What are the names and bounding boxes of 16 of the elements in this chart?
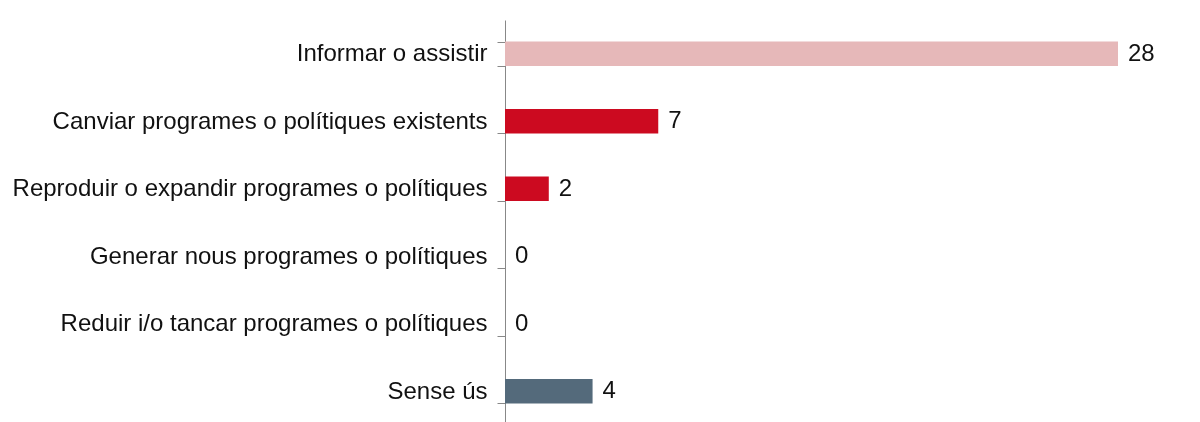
data-label: 7 bbox=[668, 106, 682, 134]
y-tick-label: Sense ús bbox=[387, 376, 488, 404]
data-label: 0 bbox=[515, 241, 529, 269]
data-label: 2 bbox=[558, 173, 573, 201]
y-tick-label: Informar o assistir bbox=[296, 39, 488, 67]
y-tick-label: Generar nous programes o polítiques bbox=[89, 241, 488, 269]
data-label: 0 bbox=[515, 308, 529, 336]
bar bbox=[505, 176, 549, 201]
data-label: 4 bbox=[602, 376, 616, 404]
y-tick-label: Reduir i/o tancar programes o polítiques bbox=[60, 309, 488, 337]
bar bbox=[505, 41, 1118, 66]
data-label: 28 bbox=[1128, 38, 1155, 66]
y-tick-label: Canviar programes o polítiques existents bbox=[52, 106, 488, 134]
bar bbox=[505, 379, 593, 404]
bar bbox=[505, 109, 659, 134]
y-tick-label: Reproduir o expandir programes o polítiques bbox=[12, 174, 488, 202]
